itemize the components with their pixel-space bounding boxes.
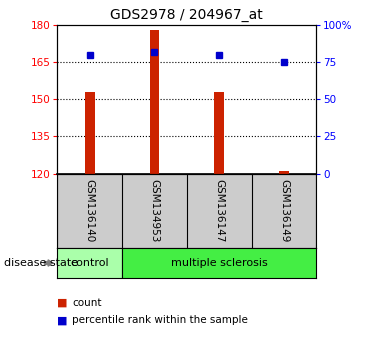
Bar	[57, 248, 122, 278]
Text: GSM134953: GSM134953	[149, 179, 159, 242]
Bar	[85, 92, 95, 174]
Text: percentile rank within the sample: percentile rank within the sample	[72, 315, 248, 325]
Bar	[279, 171, 289, 174]
Text: ■: ■	[57, 315, 68, 325]
Bar	[122, 248, 316, 278]
Text: disease state: disease state	[4, 258, 78, 268]
Text: ■: ■	[57, 298, 68, 308]
Text: GSM136149: GSM136149	[279, 179, 289, 242]
Text: multiple sclerosis: multiple sclerosis	[171, 258, 268, 268]
Title: GDS2978 / 204967_at: GDS2978 / 204967_at	[111, 8, 263, 22]
Text: GSM136147: GSM136147	[214, 179, 224, 242]
Text: count: count	[72, 298, 102, 308]
Text: control: control	[70, 258, 109, 268]
Bar	[149, 30, 159, 174]
Bar	[214, 92, 224, 174]
Text: GSM136140: GSM136140	[85, 179, 95, 242]
